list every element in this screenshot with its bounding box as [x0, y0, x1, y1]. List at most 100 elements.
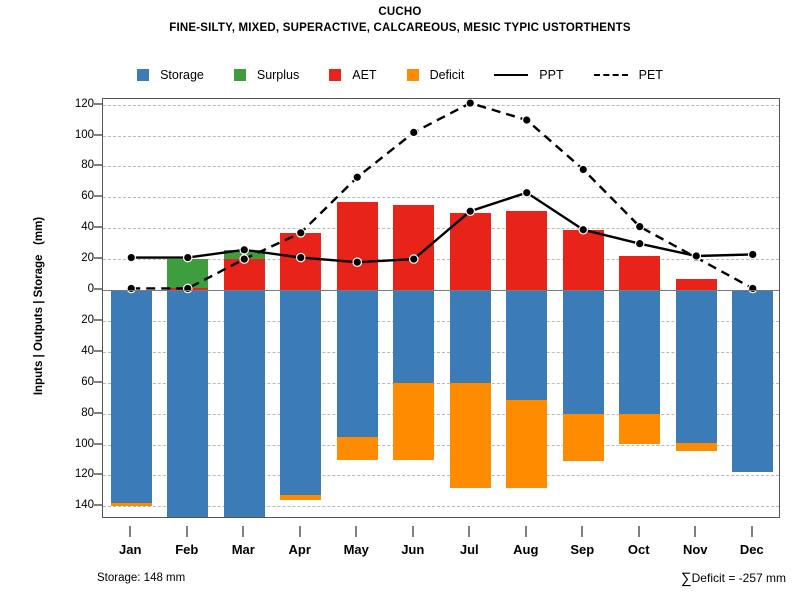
- bar-surplus: [167, 259, 209, 289]
- bar-deficit: [562, 413, 604, 462]
- x-tick-label-feb: Feb: [175, 542, 199, 557]
- legend-item-aet[interactable]: AET: [329, 68, 406, 82]
- x-tick-mark: [186, 526, 188, 537]
- y-tick-label: 40: [81, 221, 94, 234]
- y-tick-mark: [94, 473, 102, 475]
- legend-label-ppt: PPT: [539, 68, 564, 82]
- bar-deficit: [393, 382, 435, 460]
- bar-deficit: [336, 436, 378, 460]
- y-tick-label: 80: [81, 159, 94, 172]
- y-tick-label: 80: [81, 406, 94, 419]
- pet-point: [352, 172, 363, 183]
- zero-axis-line: [103, 290, 779, 291]
- y-tick-label: 0: [87, 283, 94, 295]
- y-tick-label: 120: [74, 468, 94, 481]
- bar-deficit: [280, 495, 322, 501]
- pet-point: [182, 283, 193, 294]
- y-tick-mark: [94, 103, 102, 105]
- legend-item-deficit[interactable]: Deficit: [406, 68, 495, 82]
- x-tick-label-oct: Oct: [627, 542, 650, 557]
- ppt-point: [521, 187, 532, 198]
- legend-item-surplus[interactable]: Surplus: [233, 68, 329, 82]
- gridline: [103, 413, 779, 415]
- ppt-point: [578, 224, 589, 235]
- y-tick-label: 60: [81, 190, 94, 203]
- legend-item-storage[interactable]: Storage: [137, 68, 234, 82]
- legend-swatch-surplus-icon: [233, 69, 246, 81]
- gridline: [103, 506, 779, 508]
- chart-title: CUCHO FINE-SILTY, MIXED, SUPERACTIVE, CA…: [0, 6, 800, 34]
- legend-label-deficit: Deficit: [429, 68, 465, 82]
- bar-aet: [562, 229, 604, 290]
- bar-storage: [393, 290, 435, 383]
- bar-storage: [110, 290, 152, 504]
- bar-deficit: [449, 382, 491, 488]
- y-tick-label: 60: [81, 375, 94, 388]
- y-tick-mark: [94, 164, 102, 166]
- pet-point: [521, 115, 532, 125]
- x-tick-mark: [581, 526, 583, 537]
- title-soil-name: CUCHO: [378, 6, 422, 18]
- legend-label-pet: PET: [638, 68, 663, 82]
- x-tick-mark: [525, 526, 527, 537]
- x-tick-mark: [751, 526, 753, 537]
- gridline: [103, 104, 779, 106]
- bar-deficit: [506, 399, 548, 488]
- bar-aet: [506, 211, 548, 290]
- bar-storage: [336, 290, 378, 437]
- pet-point: [408, 127, 419, 138]
- bar-aet: [619, 256, 661, 290]
- x-tick-label-mar: Mar: [231, 542, 255, 557]
- ppt-point: [295, 252, 306, 263]
- y-tick-mark: [94, 443, 102, 444]
- gridline: [103, 259, 779, 261]
- y-tick-mark: [94, 288, 102, 290]
- storage-footnote: Storage: 148 mm: [97, 572, 186, 584]
- sigma-icon: ∑: [680, 570, 692, 587]
- x-tick-mark: [468, 526, 470, 537]
- ppt-point: [465, 206, 476, 217]
- line-series-overlay: [126, 99, 758, 294]
- x-tick-label-sep: Sep: [570, 542, 595, 557]
- bar-aet: [449, 212, 491, 290]
- x-tick-mark: [355, 526, 357, 537]
- ppt-point: [691, 251, 702, 261]
- gridline: [103, 320, 779, 322]
- x-tick-mark: [299, 526, 301, 537]
- y-tick-mark: [94, 412, 102, 414]
- pet-line: [131, 101, 754, 290]
- x-tick-label-aug: Aug: [513, 542, 539, 557]
- legend-label-surplus: Surplus: [256, 68, 300, 82]
- deficit-total-text: Deficit = -257 mm: [691, 571, 786, 585]
- pet-point: [465, 99, 476, 108]
- ppt-point: [182, 252, 193, 263]
- ppt-point: [634, 238, 645, 249]
- x-tick-label-jan: Jan: [119, 542, 142, 557]
- bar-aet: [336, 201, 378, 290]
- ppt-point: [126, 252, 137, 263]
- legend-item-ppt[interactable]: PPT: [494, 68, 593, 82]
- x-tick-label-apr: Apr: [288, 542, 311, 557]
- bar-storage: [562, 290, 604, 414]
- ppt-line: [131, 191, 753, 264]
- x-tick-mark: [412, 526, 414, 537]
- pet-point: [126, 283, 137, 294]
- y-tick-mark: [94, 504, 102, 506]
- y-tick-label: 140: [74, 499, 94, 512]
- y-tick-label: 100: [74, 437, 94, 450]
- legend-swatch-deficit-icon: [406, 69, 419, 81]
- gridline: [103, 382, 779, 384]
- bar-storage: [732, 290, 774, 473]
- x-tick-mark: [129, 526, 131, 537]
- y-tick-mark: [94, 381, 102, 383]
- y-tick-mark: [94, 226, 102, 228]
- gridline: [103, 475, 779, 477]
- x-tick-mark: [242, 526, 244, 537]
- bar-storage: [223, 290, 265, 517]
- legend-item-pet[interactable]: PET: [593, 68, 663, 82]
- chart-legend: Storage Surplus AET Deficit PPT PET: [0, 68, 800, 82]
- y-tick-mark: [94, 195, 102, 197]
- ppt-point: [239, 245, 250, 255]
- y-tick-mark: [94, 134, 102, 135]
- title-soil-classification: FINE-SILTY, MIXED, SUPERACTIVE, CALCAREO…: [169, 22, 631, 34]
